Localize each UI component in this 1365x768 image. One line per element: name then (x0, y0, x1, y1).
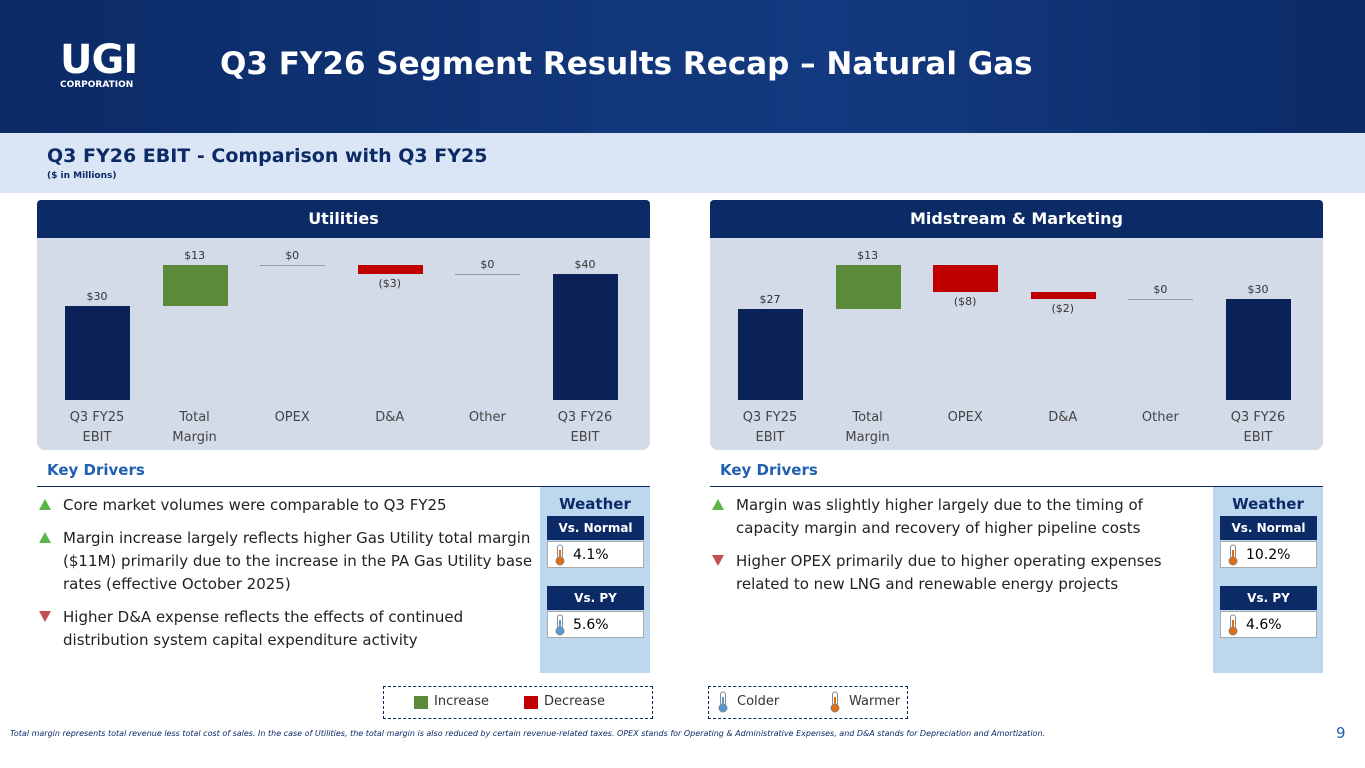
bullet-marker (39, 532, 51, 543)
panel-title: Utilities (37, 200, 650, 238)
category-label: Total Margin (845, 410, 890, 445)
legend-swatch (414, 696, 428, 709)
legend-label: Warmer (849, 694, 901, 709)
weather-value: 10.2% (1246, 547, 1291, 563)
weather-value-box: 4.1% (547, 541, 644, 568)
category-label: Q3 FY25 EBIT (69, 410, 125, 445)
key-drivers-title: Key Drivers (720, 461, 818, 479)
category-label: Q3 FY25 EBIT (742, 410, 798, 445)
legend-label: Colder (737, 694, 780, 709)
thermometer (830, 691, 840, 713)
legend-label: Decrease (544, 694, 605, 709)
weather-value: 4.1% (573, 547, 609, 563)
weather-box (1213, 487, 1323, 673)
bullet-marker (712, 499, 724, 510)
category-label: OPEX (274, 410, 310, 425)
weather-title: Weather (1232, 495, 1304, 513)
weather-value: 5.6% (573, 617, 609, 633)
value-label: $40 (574, 258, 596, 272)
value-label: ($2) (1051, 301, 1075, 315)
divider (710, 486, 1323, 487)
value-label: $13 (184, 249, 206, 262)
category-label: D&A (1048, 410, 1078, 425)
weather-label: Vs. Normal (547, 516, 644, 540)
legend-swatch (524, 696, 538, 709)
value-label: $27 (759, 292, 781, 306)
bullet-marker (39, 611, 51, 622)
thermometer (718, 691, 728, 713)
weather-value: 4.6% (1246, 617, 1282, 633)
value-label: $0 (480, 258, 495, 272)
subheader (0, 133, 1365, 193)
category-label: Q3 FY26 EBIT (557, 410, 613, 445)
bullet-text: Margin was slightly higher largely due t… (736, 496, 1143, 537)
bar (738, 308, 803, 400)
panel-title: Midstream & Marketing (710, 200, 1323, 238)
value-label: $30 (86, 289, 108, 303)
weather-label: Vs. PY (1220, 586, 1317, 610)
bar (1226, 298, 1291, 400)
bar (1030, 292, 1096, 299)
footnote: Total margin represents total revenue le… (10, 729, 1046, 738)
subheader-title: Q3 FY26 EBIT - Comparison with Q3 FY25 (47, 145, 488, 167)
thermometer (555, 614, 565, 636)
category-label: OPEX (947, 410, 983, 425)
value-label: $13 (857, 249, 879, 262)
bar (162, 265, 228, 306)
category-label: D&A (375, 410, 405, 425)
title: Q3 FY26 Segment Results Recap – Natural … (220, 46, 1033, 82)
value-label: $0 (1153, 282, 1168, 296)
page-number: 9 (1336, 724, 1346, 742)
weather-value-box: 5.6% (547, 611, 644, 638)
bullet-marker (712, 555, 724, 566)
bullet-marker (39, 499, 51, 510)
bar (553, 274, 618, 400)
weather-value-box: 10.2% (1220, 541, 1317, 568)
value-label: ($8) (953, 295, 977, 308)
divider (37, 486, 650, 487)
value-label: ($3) (378, 277, 402, 291)
weather-box (540, 487, 650, 673)
bar (260, 265, 326, 266)
weather-title: Weather (559, 495, 631, 513)
bar (65, 305, 130, 400)
bullet-text: Margin increase largely reflects higher … (63, 529, 533, 593)
thermometer (555, 544, 565, 566)
bullet-text: Higher D&A expense reflects the effects … (63, 608, 464, 649)
bar (1128, 298, 1194, 300)
category-label: Other (1141, 410, 1179, 425)
logo-sub: CORPORATION (60, 80, 134, 90)
header (0, 0, 1365, 133)
value-label: $0 (285, 249, 300, 262)
weather-value-box: 4.6% (1220, 611, 1317, 638)
category-label: Other (468, 410, 506, 425)
key-drivers-title: Key Drivers (47, 461, 145, 479)
bar (835, 265, 901, 309)
bar (455, 274, 521, 276)
weather-label: Vs. Normal (1220, 516, 1317, 540)
legend-label: Increase (434, 694, 490, 709)
category-label: Q3 FY26 EBIT (1230, 410, 1286, 445)
units: ($ in Millions) (47, 171, 117, 181)
chart-area (37, 238, 650, 450)
value-label: $30 (1247, 282, 1269, 296)
chart-area (710, 238, 1323, 450)
legend: Colder Warmer (708, 686, 908, 719)
thermometer (1228, 544, 1238, 566)
weather-label: Vs. PY (547, 586, 644, 610)
category-label: Total Margin (172, 410, 217, 445)
bullet-text: Core market volumes were comparable to Q… (63, 496, 447, 514)
legend: Increase Decrease (383, 686, 653, 719)
thermometer (1228, 614, 1238, 636)
bar (933, 265, 999, 292)
bullet-text: Higher OPEX primarily due to higher oper… (736, 552, 1162, 593)
logo: UGI (60, 37, 138, 83)
bar (357, 265, 423, 275)
